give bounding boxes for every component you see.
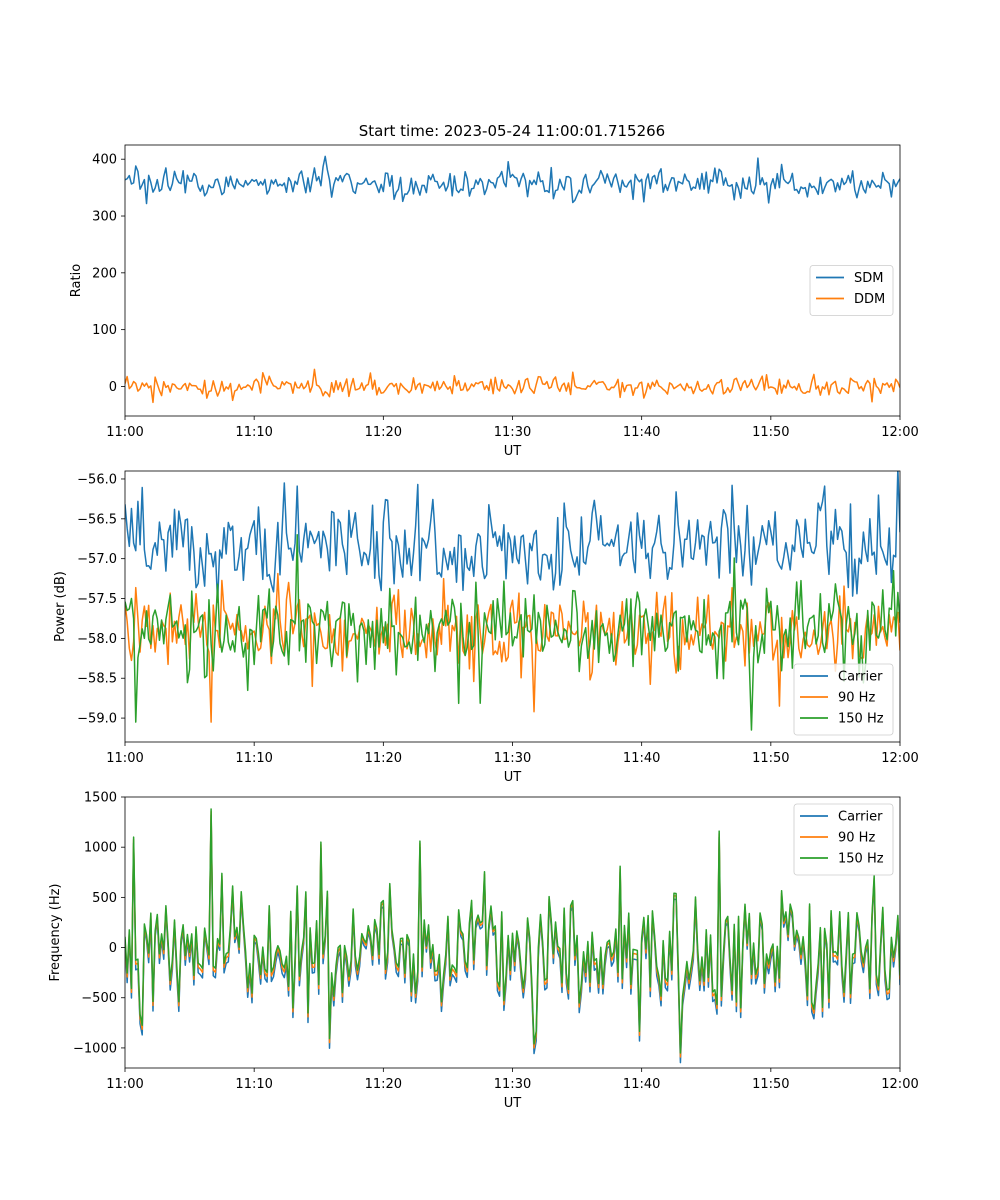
- legend: Carrier 90 Hz 150 Hz: [793, 663, 894, 736]
- series-line-150-hz: [125, 808, 900, 1054]
- x-tick-label: 11:00: [106, 425, 143, 440]
- x-axis-label: UT: [504, 1096, 522, 1111]
- y-axis-label: Ratio: [69, 264, 84, 297]
- series-line-sdm: [125, 155, 900, 205]
- y-tick-label: 0: [109, 380, 117, 395]
- figure-title: Start time: 2023-05-24 11:00:01.715266: [359, 122, 665, 140]
- x-tick-label: 11:50: [752, 751, 789, 766]
- x-tick-label: 12:00: [881, 425, 918, 440]
- series-line-ddm: [125, 368, 900, 404]
- x-tick-label: 11:10: [235, 1077, 272, 1092]
- x-tick-label: 12:00: [881, 1077, 918, 1092]
- panel-2: 11:00 11:10 11:20 11:30 11:40 11:50 12:00 −59.0…: [53, 470, 919, 785]
- series-group: [125, 808, 900, 1064]
- legend-label: Carrier: [838, 670, 883, 685]
- y-tick-label: −58.0: [77, 632, 117, 647]
- legend: Carrier 90 Hz 150 Hz: [793, 803, 894, 876]
- x-tick-label: 11:30: [494, 1077, 531, 1092]
- series-group: [125, 155, 900, 404]
- x-axis-label: UT: [504, 770, 522, 785]
- x-tick-label: 11:20: [365, 1077, 402, 1092]
- y-tick-label: −500: [81, 991, 117, 1006]
- panel-3: 11:00 11:10 11:20 11:30 11:40 11:50 12:00 −1000…: [48, 791, 919, 1112]
- y-tick-label: 300: [92, 210, 117, 225]
- x-tick-label: 12:00: [881, 751, 918, 766]
- x-tick-label: 11:40: [623, 1077, 660, 1092]
- y-tick-label: 0: [109, 941, 117, 956]
- series-line-90-hz: [125, 572, 900, 723]
- y-tick-label: −57.5: [77, 592, 117, 607]
- series-line-150-hz: [125, 534, 900, 731]
- legend-label: DDM: [854, 292, 885, 307]
- x-tick-label: 11:40: [623, 751, 660, 766]
- y-tick-label: 100: [92, 323, 117, 338]
- series-group: [125, 471, 900, 731]
- legend-label: 150 Hz: [838, 852, 884, 867]
- y-axis-label: Power (dB): [53, 571, 68, 642]
- y-tick-label: −57.0: [77, 552, 117, 567]
- series-line-carrier: [125, 471, 900, 604]
- y-tick-label: −1000: [73, 1041, 117, 1056]
- legend-label: 90 Hz: [838, 691, 875, 706]
- x-tick-label: 11:20: [365, 751, 402, 766]
- x-tick-label: 11:50: [752, 1077, 789, 1092]
- panels: 11:00 11:10 11:20 11:30 11:40 11:50 12:00 0 100 2…: [48, 144, 919, 1112]
- x-tick-label: 11:30: [494, 751, 531, 766]
- y-tick-label: 200: [92, 266, 117, 281]
- x-tick-label: 11:10: [235, 425, 272, 440]
- legend-label: 90 Hz: [838, 831, 875, 846]
- x-tick-label: 11:00: [106, 751, 143, 766]
- y-tick-label: 400: [92, 153, 117, 168]
- x-tick-label: 11:20: [365, 425, 402, 440]
- legend-label: 150 Hz: [838, 712, 884, 727]
- y-tick-label: −58.5: [77, 672, 117, 687]
- x-tick-label: 11:10: [235, 751, 272, 766]
- legend-label: Carrier: [838, 810, 883, 825]
- x-axis-label: UT: [504, 444, 522, 459]
- y-tick-label: 1500: [84, 791, 117, 806]
- y-axis-label: Frequency (Hz): [48, 883, 63, 981]
- x-tick-label: 11:50: [752, 425, 789, 440]
- legend: SDM DDM: [809, 265, 894, 316]
- x-tick-label: 11:40: [623, 425, 660, 440]
- y-tick-label: −56.0: [77, 472, 117, 487]
- y-tick-label: −59.0: [77, 712, 117, 727]
- legend-label: SDM: [854, 271, 883, 286]
- panel-1: 11:00 11:10 11:20 11:30 11:40 11:50 12:00 0 100 2…: [69, 144, 919, 459]
- x-tick-label: 11:30: [494, 425, 531, 440]
- y-tick-label: 1000: [84, 841, 117, 856]
- y-tick-label: 500: [92, 891, 117, 906]
- x-tick-label: 11:00: [106, 1077, 143, 1092]
- y-tick-label: −56.5: [77, 512, 117, 527]
